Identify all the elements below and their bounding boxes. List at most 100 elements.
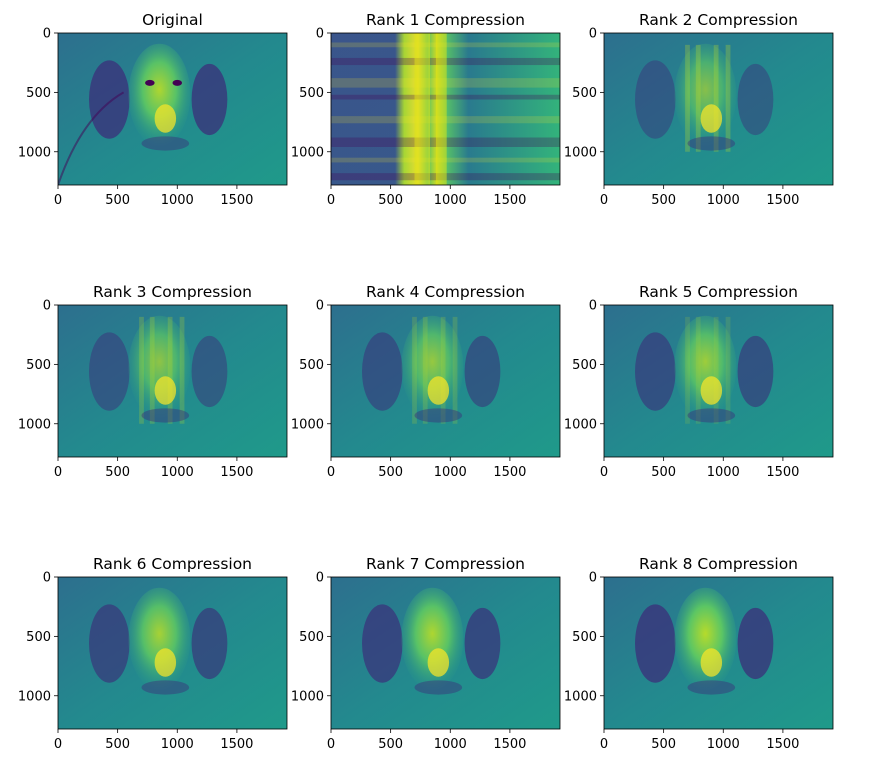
heatmap-blob [89,332,130,411]
heatmap-blob [427,648,450,677]
heatmap-band [139,316,144,424]
heatmap-band [412,316,417,424]
heatmap-image [58,577,287,729]
x-tick-label: 1000 [161,465,194,480]
x-tick-label: 0 [600,193,608,208]
x-tick-label: 1500 [766,737,799,752]
y-tick-label: 500 [572,630,597,645]
heatmap-blob [414,680,463,695]
heatmap-image [331,577,560,729]
y-tick-label: 1000 [291,417,324,432]
heatmap-blob [700,376,723,405]
x-tick-label: 0 [327,465,335,480]
heatmap-band [695,44,701,152]
y-tick-label: 500 [26,86,51,101]
heatmap-blob [414,408,463,423]
heatmap-blob [141,136,190,151]
heatmap-image [58,33,287,185]
panel-rank5: Rank 5 Compression 0 500 1000 1500 0 500 1000 [564,283,834,480]
x-tick-label: 500 [105,465,130,480]
heatmap-blob [635,60,676,139]
x-tick-label: 1500 [766,465,799,480]
x-tick-label: 1000 [434,737,467,752]
heatmap-blob [89,604,130,683]
y-tick-label: 500 [26,358,51,373]
axes-frame [57,304,288,458]
panel-title: Rank 4 Compression [366,283,525,301]
heatmap-band [695,316,701,424]
y-tick-label: 1000 [564,417,597,432]
x-tick-label: 0 [600,737,608,752]
heatmap-band [414,33,430,185]
panel-title: Rank 5 Compression [639,283,798,301]
heatmap-blob [191,63,228,136]
panel-rank6: Rank 6 Compression 0 500 1000 1500 0 500 1000 [18,555,288,752]
heatmap-band [452,316,458,424]
x-tick-label: 1000 [707,193,740,208]
heatmap-band [422,316,428,424]
x-tick-label: 1000 [161,193,194,208]
heatmap-image [58,305,287,457]
heatmap-blob [154,104,177,133]
heatmap-band [685,44,690,152]
x-tick-label: 0 [54,193,62,208]
axes-frame [57,576,288,730]
heatmap-blob [635,604,676,683]
x-tick-label: 1500 [220,737,253,752]
panel-rank1: Rank 1 Compression 0 500 1000 1500 0 500 1000 [291,11,561,208]
panel-title: Rank 3 Compression [93,283,252,301]
heatmap-blob [687,408,736,423]
x-tick-label: 1500 [493,465,526,480]
heatmap-blob [674,587,737,690]
panel-rank3: Rank 3 Compression 0 500 1000 1500 0 500 1000 [18,283,288,480]
heatmap-band [713,44,719,152]
x-tick-label: 500 [378,465,403,480]
x-tick-label: 0 [54,737,62,752]
heatmap-blob [154,648,177,677]
heatmap-band [440,316,446,424]
axes-frame [330,32,561,186]
panel-original: Original 0 500 1000 1500 0 500 1000 [18,11,288,208]
axes-frame [603,304,834,458]
heatmap-blob [145,79,155,86]
heatmap-image [604,305,833,457]
panel-title: Rank 7 Compression [366,555,525,573]
heatmap-band [179,316,185,424]
y-tick-label: 0 [316,571,324,586]
heatmap-band [685,316,690,424]
heatmap-blob [141,680,190,695]
heatmap-band [725,44,731,152]
heatmap-blob [737,335,774,408]
heatmap-blob [191,335,228,408]
heatmap-blob [89,60,130,139]
y-tick-label: 0 [316,27,324,42]
heatmap-blob [464,607,501,680]
x-tick-label: 500 [378,737,403,752]
x-tick-label: 500 [651,737,676,752]
y-tick-label: 500 [299,358,324,373]
heatmap-image [604,33,833,185]
heatmap-blob [154,376,177,405]
heatmap-blob [128,587,191,690]
heatmap-blob [427,376,450,405]
heatmap-blob [700,104,723,133]
axes-frame [603,576,834,730]
heatmap-image [604,577,833,729]
heatmap-image [331,33,560,185]
y-tick-label: 500 [299,86,324,101]
heatmap-band [167,316,173,424]
x-tick-label: 500 [378,193,403,208]
panel-title: Original [142,11,203,29]
x-tick-label: 1500 [220,465,253,480]
x-tick-label: 500 [105,737,130,752]
x-tick-label: 500 [651,193,676,208]
x-tick-label: 0 [327,193,335,208]
panel-title: Rank 8 Compression [639,555,798,573]
x-tick-label: 1000 [707,465,740,480]
x-tick-label: 0 [327,737,335,752]
heatmap-blob [700,648,723,677]
y-tick-label: 1000 [564,145,597,160]
heatmap-blob [362,604,403,683]
heatmap-band [713,316,719,424]
